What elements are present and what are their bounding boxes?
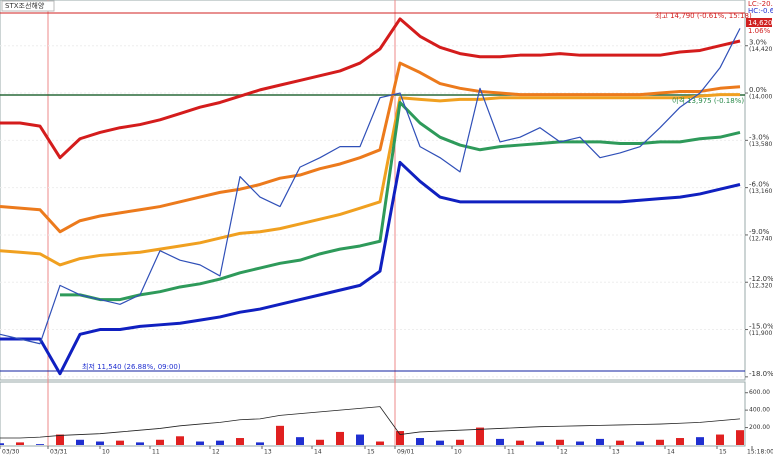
volume-bar [196, 441, 204, 445]
x-tick-label: 15 [719, 449, 727, 456]
x-tick-label: 14 [314, 449, 322, 456]
volume-bar [496, 438, 504, 445]
annotation: 최고 14,790 (-0.61%, 15:18) [655, 11, 752, 20]
volume-bar [156, 439, 164, 445]
y-tick-label: -15.0% [749, 323, 773, 331]
y-tick-label: -3.0% [749, 133, 770, 141]
x-tick-label: 15:18:00 [747, 449, 773, 456]
series-line [0, 28, 741, 345]
y2-tick-label: (11,900) [749, 330, 773, 337]
y2-tick-label: (12,320) [749, 283, 773, 290]
annotation: 최저 11,540 (26.88%, 09:00) [82, 362, 181, 371]
volume-bar [516, 440, 524, 445]
volume-bar [656, 439, 664, 445]
volume-bar [416, 438, 424, 445]
chart-title: STX조선해양 [5, 1, 45, 10]
volume-bar [536, 441, 544, 445]
series-line [0, 93, 740, 267]
y-tick-label: 400.00 [749, 407, 770, 414]
volume-bar [576, 441, 584, 445]
last-change: 1.06% [748, 27, 771, 35]
volume-bar [356, 434, 364, 445]
x-tick-label: 03/30 [2, 449, 19, 456]
volume-bar [0, 443, 4, 445]
corner-label: HC:-0.61 [748, 7, 773, 15]
volume-bar [716, 434, 724, 445]
volume-bar [296, 437, 304, 445]
x-tick-label: 09/01 [397, 449, 414, 456]
y2-tick-label: (14,000) [749, 94, 773, 101]
x-tick-label: 10 [454, 449, 462, 456]
volume-panel [0, 381, 746, 447]
marks: 3.0% 0.0% -3.0% -6.0% -9.0% -12.0% -15.0% -18.0… [0, 17, 773, 456]
volume-bar [276, 425, 284, 445]
x-tick-label: 13 [264, 449, 272, 456]
x-tick-label: 13 [612, 449, 620, 456]
volume-bar [376, 441, 384, 445]
main-panel [0, 0, 746, 381]
volume-bar [736, 430, 744, 445]
y-tick-label: 200.00 [749, 424, 770, 431]
x-tick-label: 03/31 [50, 449, 67, 456]
volume-bar [636, 441, 644, 445]
volume-bar [96, 441, 104, 445]
x-tick-label: 12 [212, 449, 220, 456]
volume-bar [616, 440, 624, 445]
x-tick-label: 10 [102, 449, 110, 456]
series-line [0, 160, 741, 376]
volume-bar [56, 434, 64, 445]
volume-bar [556, 439, 564, 445]
x-tick-label: 11 [507, 449, 515, 456]
y-tick-label: 0.0% [749, 86, 767, 94]
corner-label: LC:-20.86 [748, 0, 773, 8]
volume-bar [216, 440, 224, 445]
volume-bar [676, 438, 684, 445]
volume-bar [596, 438, 604, 445]
x-tick-label: 12 [560, 449, 568, 456]
series-line [0, 17, 741, 160]
series-line [0, 61, 741, 234]
volume-bar [76, 439, 84, 445]
volume-bar [476, 427, 484, 445]
volume-bar [176, 436, 184, 445]
volume-bar [316, 439, 324, 445]
x-tick-label: 11 [152, 449, 160, 456]
last-price: 14,620 [748, 19, 773, 27]
y-tick-label: -6.0% [749, 181, 770, 189]
x-tick-label: 14 [667, 449, 675, 456]
volume-bar [116, 440, 124, 445]
volume-bar [16, 442, 24, 445]
volume-bar [456, 439, 464, 445]
title-box [1, 0, 55, 12]
y2-tick-label: (12,740) [749, 235, 773, 242]
volume-bar [336, 431, 344, 445]
y-tick-label: 3.0% [749, 39, 767, 47]
y2-tick-label: (13,160) [749, 188, 773, 195]
volume-bar [436, 440, 444, 445]
volume-bar [136, 442, 144, 445]
volume-bar [236, 438, 244, 445]
y-tick-label: -12.0% [749, 275, 773, 283]
volume-bar [396, 431, 404, 445]
price-box [746, 18, 772, 27]
y-tick-label: 600.00 [749, 389, 770, 396]
y-tick-label: -9.0% [749, 228, 770, 236]
volume-bar [36, 444, 44, 445]
annotation: 이격 13,975 (-0.18%) [672, 96, 744, 105]
series-line [60, 100, 741, 302]
y-tick-label: -18.0% [749, 370, 773, 378]
volume-bar [256, 442, 264, 445]
y2-tick-label: (14,420) [749, 46, 773, 53]
volume-bar [696, 437, 704, 445]
volume-line [0, 406, 741, 439]
x-tick-label: 15 [367, 449, 375, 456]
y2-tick-label: (13,580) [749, 141, 773, 148]
